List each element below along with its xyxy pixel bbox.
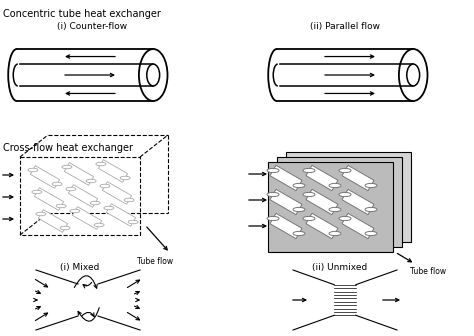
Ellipse shape <box>339 168 351 173</box>
Ellipse shape <box>329 207 341 212</box>
Ellipse shape <box>90 201 100 205</box>
Ellipse shape <box>147 64 160 86</box>
Polygon shape <box>35 188 64 210</box>
Ellipse shape <box>60 226 70 230</box>
Ellipse shape <box>36 212 46 216</box>
Polygon shape <box>106 204 136 226</box>
Ellipse shape <box>365 183 377 187</box>
Polygon shape <box>99 160 128 182</box>
Ellipse shape <box>52 182 62 186</box>
Ellipse shape <box>32 190 42 194</box>
Bar <box>268 162 393 252</box>
Ellipse shape <box>128 220 138 224</box>
Ellipse shape <box>339 216 351 221</box>
Ellipse shape <box>365 232 377 236</box>
Ellipse shape <box>96 162 106 166</box>
Text: (ii) Parallel flow: (ii) Parallel flow <box>310 22 380 31</box>
Ellipse shape <box>267 193 279 197</box>
Polygon shape <box>306 189 338 215</box>
Ellipse shape <box>267 216 279 221</box>
Polygon shape <box>342 165 374 191</box>
Text: Cross-flow heat exchanger: Cross-flow heat exchanger <box>3 143 133 153</box>
Ellipse shape <box>124 198 134 202</box>
Polygon shape <box>342 213 374 239</box>
Ellipse shape <box>407 64 419 86</box>
Ellipse shape <box>293 207 305 212</box>
Polygon shape <box>102 182 132 204</box>
Bar <box>286 152 411 242</box>
Polygon shape <box>270 189 302 215</box>
Text: (i) Counter-flow: (i) Counter-flow <box>57 22 127 31</box>
Ellipse shape <box>365 207 377 212</box>
Ellipse shape <box>303 216 315 221</box>
Ellipse shape <box>293 183 305 187</box>
Ellipse shape <box>28 168 38 172</box>
Ellipse shape <box>293 232 305 236</box>
Polygon shape <box>73 207 101 229</box>
Ellipse shape <box>62 165 72 169</box>
Ellipse shape <box>104 206 114 210</box>
Text: (i) Mixed: (i) Mixed <box>60 263 100 272</box>
Ellipse shape <box>329 183 341 187</box>
Ellipse shape <box>100 184 110 188</box>
Ellipse shape <box>56 204 66 208</box>
Ellipse shape <box>339 193 351 197</box>
Ellipse shape <box>303 193 315 197</box>
Polygon shape <box>64 163 94 185</box>
Polygon shape <box>342 189 374 215</box>
Polygon shape <box>306 165 338 191</box>
Polygon shape <box>270 165 302 191</box>
Ellipse shape <box>94 223 104 227</box>
Ellipse shape <box>70 209 80 213</box>
Polygon shape <box>30 166 60 188</box>
Ellipse shape <box>139 49 167 101</box>
Polygon shape <box>306 213 338 239</box>
Polygon shape <box>68 185 98 207</box>
Ellipse shape <box>329 232 341 236</box>
Text: Concentric tube heat exchanger: Concentric tube heat exchanger <box>3 9 161 19</box>
Ellipse shape <box>399 49 428 101</box>
Ellipse shape <box>303 168 315 173</box>
Ellipse shape <box>267 168 279 173</box>
Text: Tube flow: Tube flow <box>410 267 446 276</box>
Bar <box>277 157 402 247</box>
Text: (ii) Unmixed: (ii) Unmixed <box>312 263 368 272</box>
Ellipse shape <box>120 176 130 180</box>
Ellipse shape <box>66 187 76 191</box>
Polygon shape <box>38 210 68 232</box>
Polygon shape <box>270 213 302 239</box>
Text: Tube flow: Tube flow <box>137 257 173 266</box>
Ellipse shape <box>86 179 96 183</box>
